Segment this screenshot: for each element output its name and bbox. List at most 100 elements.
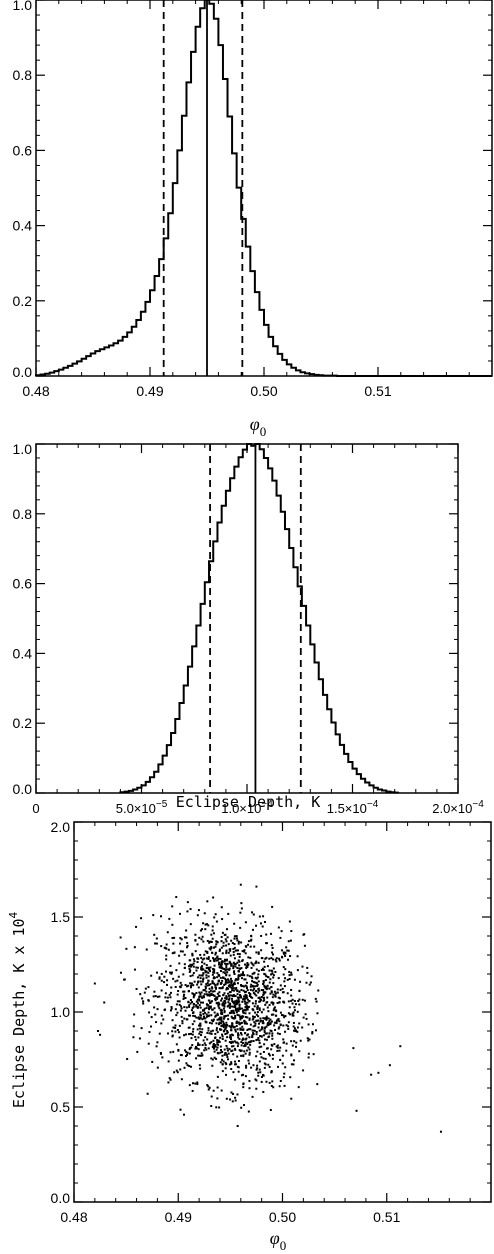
scatter-point: [176, 1028, 179, 1031]
scatter-point: [236, 952, 239, 955]
scatter-point: [179, 1108, 182, 1111]
scatter-point: [194, 1038, 197, 1041]
scatter-point: [126, 1058, 129, 1061]
scatter-point: [198, 1004, 201, 1007]
scatter-point: [208, 940, 211, 943]
scatter-point: [272, 953, 275, 956]
scatter-point: [236, 996, 239, 999]
scatter-point: [232, 1009, 235, 1012]
scatter-point: [272, 974, 275, 977]
scatter-point: [244, 1052, 247, 1055]
scatter-point: [192, 996, 195, 999]
scatter-point: [267, 1010, 270, 1013]
scatter-point: [225, 988, 228, 991]
scatter-point: [278, 1026, 281, 1029]
scatter-point: [225, 963, 228, 966]
scatter-point: [238, 964, 241, 967]
scatter-point: [206, 950, 209, 953]
scatter-point: [239, 995, 242, 998]
scatter-point: [204, 928, 207, 931]
scatter-point: [234, 1009, 237, 1012]
scatter-point: [222, 1001, 225, 1004]
scatter-point: [205, 967, 208, 970]
scatter-point: [239, 967, 242, 970]
scatter-point: [240, 1054, 243, 1057]
scatter-point: [282, 973, 285, 976]
scatter-point: [263, 1038, 266, 1041]
scatter-point: [302, 1069, 305, 1072]
scatter-point: [213, 982, 216, 985]
scatter-point: [166, 931, 169, 934]
scatter-point: [216, 1046, 219, 1049]
scatter-point: [209, 948, 212, 951]
scatter-point: [257, 952, 260, 955]
scatter-point: [166, 1000, 169, 1003]
scatter-point: [198, 1043, 201, 1046]
scatter-point: [239, 993, 242, 996]
scatter-point: [293, 1029, 296, 1032]
scatter-point: [238, 1000, 241, 1003]
depth-histogram-ticks: 0 5.0×10−5 1.0×10−4 1.5×10−4 2.0×10−40.00.20…: [13, 441, 485, 816]
scatter-point: [278, 957, 281, 960]
scatter-point: [293, 1040, 296, 1043]
scatter-point: [222, 971, 225, 974]
scatter-point: [220, 1016, 223, 1019]
scatter-point: [224, 958, 227, 961]
scatter-point: [233, 1040, 236, 1043]
scatter-point: [278, 1001, 281, 1004]
scatter-point: [257, 991, 260, 994]
scatter-point: [222, 1030, 225, 1033]
scatter-point: [175, 1003, 178, 1006]
scatter-point: [192, 1011, 195, 1014]
scatter-point: [274, 970, 277, 973]
scatter-point: [251, 1029, 254, 1032]
scatter-point: [218, 1017, 221, 1020]
scatter-point: [204, 1011, 207, 1014]
scatter-point: [237, 1008, 240, 1011]
scatter-point: [243, 995, 246, 998]
scatter-point: [260, 934, 263, 937]
scatter-point: [180, 1005, 183, 1008]
scatter-point: [227, 1004, 230, 1007]
scatter-point: [280, 949, 283, 952]
scatter-point: [177, 1031, 180, 1034]
scatter-point: [254, 976, 257, 979]
scatter-point: [237, 1042, 240, 1045]
scatter-point: [238, 1008, 241, 1011]
scatter-point: [189, 986, 192, 989]
scatter-point: [227, 979, 230, 982]
scatter-point: [257, 961, 260, 964]
scatter-point: [279, 988, 282, 991]
scatter-point: [263, 984, 266, 987]
scatter-point: [266, 996, 269, 999]
scatter-outlier-point: [355, 1109, 358, 1112]
scatter-point: [245, 1064, 248, 1067]
scatter-point: [197, 1017, 200, 1020]
scatter-point: [203, 912, 206, 915]
scatter-point: [212, 971, 215, 974]
scatter-point: [215, 986, 218, 989]
scatter-point: [224, 1015, 227, 1018]
scatter-point: [119, 936, 122, 939]
scatter-point: [291, 1044, 294, 1047]
scatter-point: [224, 983, 227, 986]
scatter-point: [254, 1011, 257, 1014]
scatter-point: [237, 942, 240, 945]
scatter-point: [178, 954, 181, 957]
scatter-point: [235, 935, 238, 938]
scatter-point: [237, 1032, 240, 1035]
scatter-point: [265, 985, 268, 988]
scatter-point: [272, 967, 275, 970]
scatter-point: [207, 966, 210, 969]
scatter-point: [270, 973, 273, 976]
scatter-point: [182, 997, 185, 1000]
scatter-point: [219, 1061, 222, 1064]
scatter-point: [210, 1041, 213, 1044]
scatter-point: [306, 966, 309, 969]
scatter-point: [272, 1009, 275, 1012]
scatter-point: [199, 1011, 202, 1014]
scatter-point: [273, 1021, 276, 1024]
scatter-point: [213, 960, 216, 963]
scatter-point: [211, 973, 214, 976]
scatter-point: [136, 1050, 139, 1053]
